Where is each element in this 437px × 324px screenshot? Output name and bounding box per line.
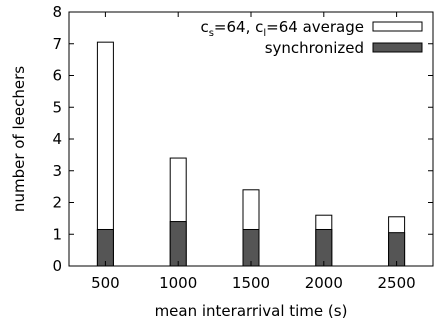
y-tick-label-5: 5: [52, 98, 62, 116]
y-tick-label-0: 0: [52, 257, 62, 275]
y-tick-label-8: 8: [52, 3, 62, 21]
legend-label-synchronized: synchronized: [265, 39, 364, 57]
legend-swatch-average: [372, 21, 423, 32]
y-tick-label-7: 7: [52, 35, 62, 53]
legend-swatch-synchronized: [372, 42, 423, 53]
tick-labels-layer: 0 1 2 3 4 5 6 7 8 500 1000 1500 2000 2500: [52, 3, 415, 292]
ticks-layer: [69, 11, 433, 267]
bar-synchronized-1000: [169, 221, 187, 267]
x-tick-label-2000: 2000: [305, 274, 343, 292]
bars-layer: [96, 41, 406, 267]
x-axis-title: mean interarrival time (s): [155, 302, 348, 320]
x-tick-label-2500: 2500: [378, 274, 416, 292]
bar-synchronized-2500: [388, 232, 406, 267]
y-axis-title: number of leechers: [10, 66, 28, 212]
x-tick-label-1000: 1000: [159, 274, 197, 292]
legend-label-average: cs=64, cl=64 average: [200, 18, 364, 39]
y-tick-label-1: 1: [52, 225, 62, 243]
x-tick-label-1500: 1500: [232, 274, 270, 292]
legend: cs=64, cl=64 average synchronized: [200, 18, 423, 57]
x-tick-label-500: 500: [91, 274, 120, 292]
bar-synchronized-2000: [315, 228, 333, 267]
y-tick-label-2: 2: [52, 194, 62, 212]
y-tick-label-6: 6: [52, 67, 62, 85]
y-tick-label-3: 3: [52, 162, 62, 180]
y-tick-label-4: 4: [52, 130, 62, 148]
bar-synchronized-500: [96, 228, 114, 267]
bar-synchronized-1500: [242, 228, 260, 267]
